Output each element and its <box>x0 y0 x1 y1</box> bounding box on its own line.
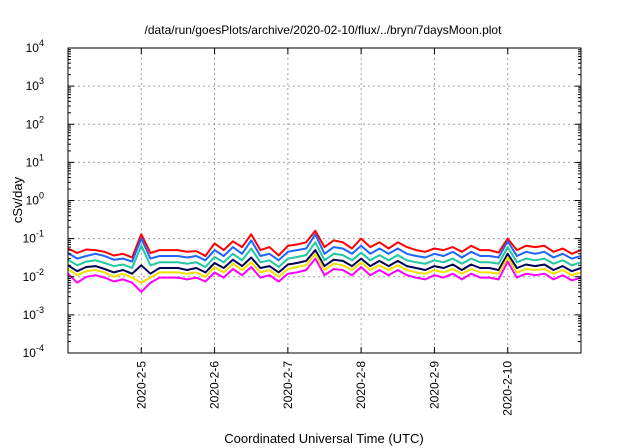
x-tick-label: 2020-2-6 <box>208 361 222 409</box>
y-tick-label: 100 <box>26 191 44 208</box>
y-tick-base: 10 <box>23 346 37 360</box>
x-tick-label: 2020-2-10 <box>501 361 515 416</box>
series-line-6 <box>67 257 582 293</box>
y-tick-exponent: 3 <box>39 76 44 86</box>
y-tick-label: 10-3 <box>23 305 44 322</box>
y-tick-base: 10 <box>23 232 37 246</box>
y-axis-title: cSv/day <box>10 176 25 223</box>
y-tick-label: 101 <box>26 152 44 169</box>
series-line-2 <box>67 233 582 263</box>
y-tick-base: 10 <box>26 79 40 93</box>
series-line-1 <box>67 229 582 259</box>
y-tick-exponent: -3 <box>36 305 44 315</box>
y-tick-label: 104 <box>26 38 44 55</box>
grid <box>68 48 581 353</box>
y-tick-exponent: 1 <box>39 152 44 162</box>
y-tick-base: 10 <box>26 41 40 55</box>
y-tick-exponent: -2 <box>36 267 44 277</box>
y-tick-exponent: -1 <box>36 229 44 239</box>
x-tick-label: 2020-2-9 <box>427 361 441 409</box>
series-line-3 <box>67 241 582 269</box>
y-tick-exponent: 4 <box>39 38 44 48</box>
y-tick-label: 10-1 <box>23 229 44 246</box>
chart-title: /data/run/goesPlots/archive/2020-02-10/f… <box>145 23 503 37</box>
y-tick-exponent: -4 <box>36 343 44 353</box>
series-line-5 <box>67 252 582 284</box>
y-tick-exponent: 2 <box>39 114 44 124</box>
y-tick-exponent: 0 <box>39 191 44 201</box>
x-tick-label: 2020-2-5 <box>134 361 148 409</box>
y-tick-base: 10 <box>26 155 40 169</box>
x-axis-title: Coordinated Universal Time (UTC) <box>224 431 423 446</box>
x-tick-label: 2020-2-7 <box>281 361 295 409</box>
y-tick-label: 10-4 <box>23 343 44 360</box>
y-tick-label: 102 <box>26 114 44 131</box>
y-tick-label: 103 <box>26 76 44 93</box>
y-tick-base: 10 <box>26 117 40 131</box>
x-axis: 2020-2-5 2020-2-6 2020-2-7 2020-2-8 2020-2-9… <box>134 48 515 416</box>
series-lines <box>67 229 582 293</box>
x-tick-label: 2020-2-8 <box>354 361 368 409</box>
series-line-4 <box>67 249 582 275</box>
y-tick-base: 10 <box>23 270 37 284</box>
y-tick-label: 10-2 <box>23 267 44 284</box>
y-tick-base: 10 <box>23 308 37 322</box>
y-tick-base: 10 <box>26 194 40 208</box>
